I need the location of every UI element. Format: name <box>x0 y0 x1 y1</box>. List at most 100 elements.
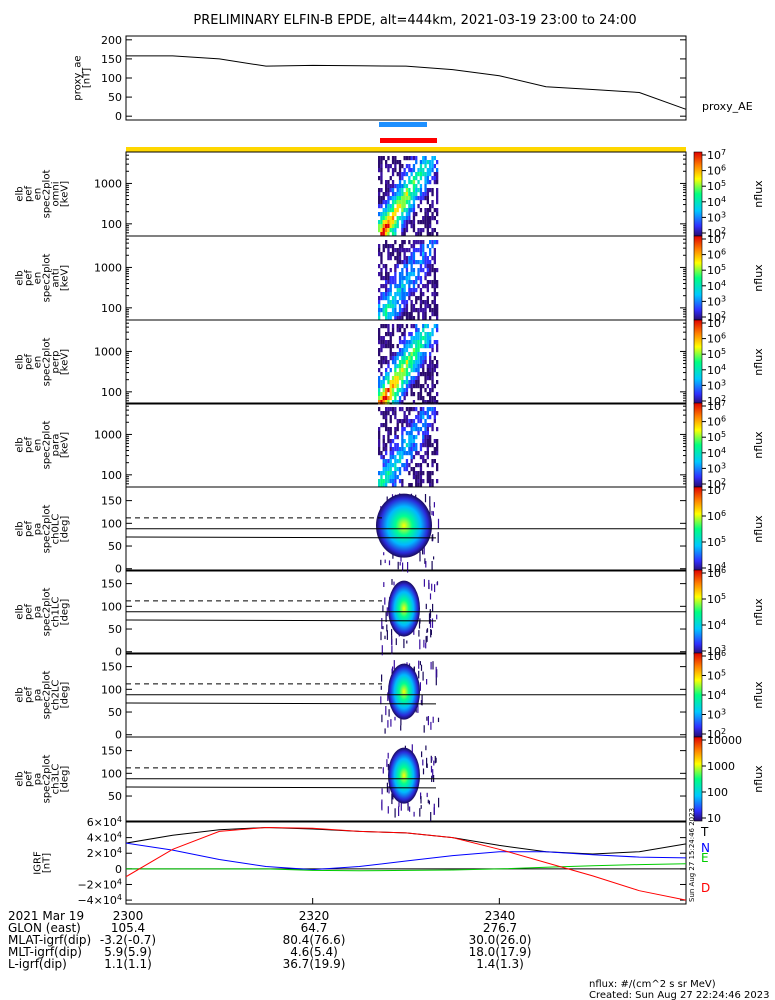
heatmap-cell <box>436 168 439 173</box>
heatmap-cell <box>422 240 425 245</box>
heatmap-cell <box>422 192 425 197</box>
heatmap-cell <box>415 344 418 349</box>
heatmap-cell <box>389 336 392 341</box>
heatmap-cell <box>396 224 399 229</box>
heatmap-cell <box>401 360 404 365</box>
heatmap-cell <box>387 168 390 173</box>
heatmap-cell <box>429 172 432 177</box>
heatmap-cell <box>401 188 404 193</box>
heatmap-cell <box>387 248 390 253</box>
heatmap-cell <box>422 443 425 448</box>
heatmap-cell <box>424 212 427 217</box>
heatmap-cell <box>415 324 418 329</box>
heatmap-cell <box>415 176 418 181</box>
heatmap-cell <box>419 252 423 257</box>
heatmap-cell <box>421 694 423 706</box>
heatmap-cell <box>417 483 420 488</box>
heatmap-cell <box>387 204 390 209</box>
heatmap-cell <box>400 725 402 731</box>
heatmap-cell <box>385 296 388 301</box>
heatmap-cell <box>422 423 425 428</box>
heatmap-cell <box>405 268 409 273</box>
heatmap-cell <box>410 356 413 361</box>
heatmap-cell <box>405 248 409 253</box>
heatmap-cell <box>387 288 390 293</box>
heatmap-cell <box>429 232 432 237</box>
heatmap-cell <box>417 168 420 173</box>
heatmap-cell <box>410 368 413 373</box>
ephemeris-value: 36.7(19.9) <box>283 957 346 971</box>
heatmap-cell <box>385 220 388 225</box>
heatmap-cell <box>424 188 427 193</box>
heatmap-cell <box>410 220 413 225</box>
heatmap-cell <box>401 380 404 385</box>
heatmap-cell <box>429 435 432 440</box>
heatmap-cell <box>426 228 429 233</box>
heatmap-cell <box>405 324 409 329</box>
heatmap-cell <box>410 180 413 185</box>
heatmap-cell <box>417 240 420 245</box>
heatmap-cell <box>436 292 439 297</box>
heatmap-cell <box>405 292 409 297</box>
heatmap-cell <box>417 296 420 301</box>
heatmap-cell <box>382 228 385 233</box>
heatmap-cell <box>412 360 416 365</box>
heatmap-cell <box>410 268 413 273</box>
heatmap-cell <box>401 248 404 253</box>
heatmap-cell <box>387 280 390 285</box>
heatmap-cell <box>415 296 418 301</box>
heatmap-cell <box>396 220 399 225</box>
colorbar-tick-label: 103 <box>707 708 726 722</box>
heatmap-cell <box>391 400 395 405</box>
heatmap-cell <box>426 212 429 217</box>
heatmap-cell <box>419 308 423 313</box>
colorbar-tick-label: 106 <box>707 509 726 523</box>
heatmap-cell <box>380 344 383 349</box>
heatmap-cell <box>389 479 392 484</box>
heatmap-cell <box>419 443 423 448</box>
heatmap-cell <box>391 200 395 205</box>
heatmap-cell <box>412 467 416 472</box>
heatmap-cell <box>436 176 439 181</box>
heatmap-cell <box>431 332 434 337</box>
heatmap-cell <box>424 304 427 309</box>
heatmap-cell <box>410 459 413 464</box>
heatmap-cell <box>389 467 392 472</box>
heatmap-cell <box>382 471 385 476</box>
heatmap-cell <box>401 368 404 373</box>
heatmap-cell <box>424 300 427 305</box>
perp-frame <box>125 319 687 405</box>
heatmap-cell <box>422 248 425 253</box>
heatmap-cell <box>385 706 387 716</box>
heatmap-cell <box>405 316 409 321</box>
heatmap-cell <box>422 415 425 420</box>
heatmap-cell <box>415 463 418 468</box>
heatmap-cell <box>433 396 436 401</box>
heatmap-cell <box>378 264 381 269</box>
status-bar-red <box>380 138 437 143</box>
heatmap-cell <box>426 188 429 193</box>
heatmap-cell <box>391 475 395 480</box>
heatmap-cell <box>424 451 427 456</box>
heatmap-cell <box>426 447 429 452</box>
heatmap-cell <box>422 431 425 436</box>
heatmap-cell <box>424 352 427 357</box>
heatmap-cell <box>380 360 383 365</box>
heatmap-cell <box>410 384 413 389</box>
heatmap-cell <box>405 415 409 420</box>
colorbar-tick-label: 105 <box>707 592 726 606</box>
y-label-line: [keV] <box>60 349 71 375</box>
heatmap-cell <box>436 463 439 468</box>
y-label-line: elb <box>15 771 26 786</box>
colorbar-label: nflux <box>752 515 765 543</box>
y-label-line: pef <box>24 604 35 621</box>
heatmap-cell <box>431 583 433 591</box>
heatmap-cell <box>419 228 423 233</box>
heatmap-cell <box>401 451 404 456</box>
heatmap-cell <box>403 396 406 401</box>
heatmap-cell <box>415 423 418 428</box>
heatmap-cell <box>431 368 434 373</box>
colorbar-label: nflux <box>752 681 765 709</box>
heatmap-cell <box>429 376 432 381</box>
